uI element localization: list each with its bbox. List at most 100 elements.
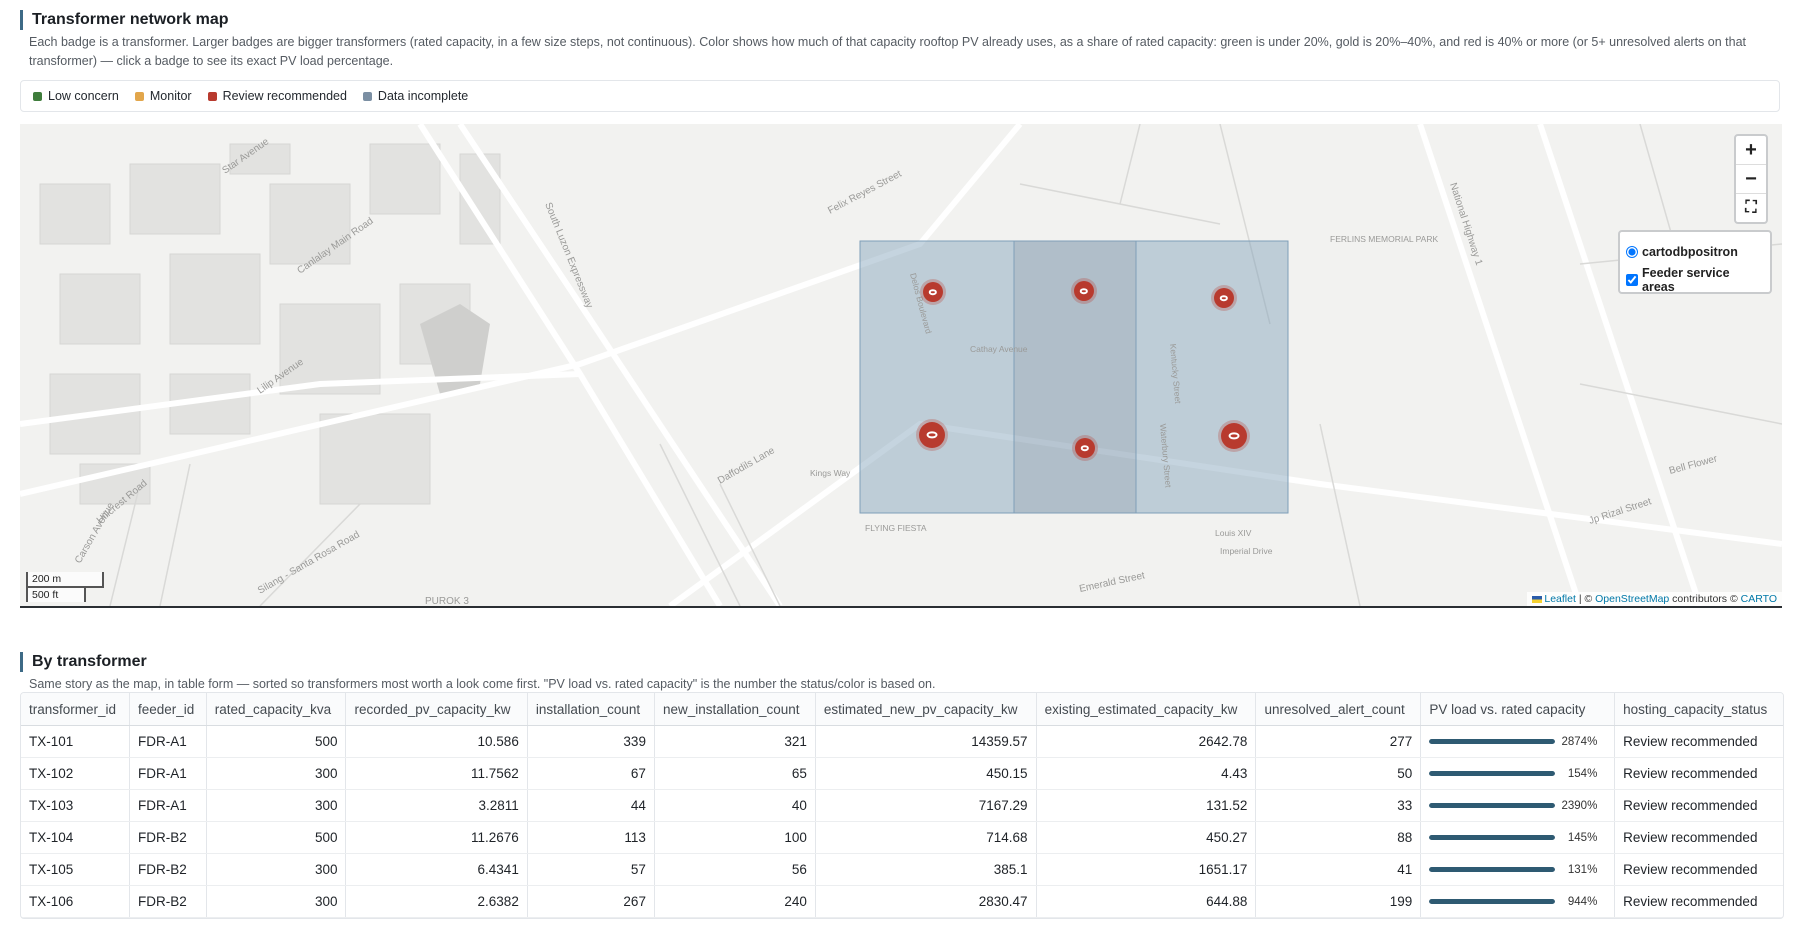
cell-recorded-pv-capacity-kw: 3.2811 [345,789,528,822]
cell-unresolved-alert-count: 33 [1255,789,1422,822]
pv-load-bar-fill [1429,803,1556,808]
transformer-marker-tx-106[interactable] [1221,423,1247,449]
map-section-description: Each badge is a transformer. Larger badg… [29,35,1747,68]
legend-label: Data incomplete [377,89,469,103]
legend-swatch [362,91,372,101]
table-row[interactable]: TX-102 FDR-A1 300 11.7562 67 65 450.15 4.43 50 15… [21,757,1783,790]
transformer-marker-tx-102[interactable] [1074,281,1094,301]
cell-hosting-capacity-status: Review recommended [1614,725,1783,758]
legend-item-monitor: Monitor [134,89,192,103]
cell-existing-estimated-capacity-kw: 450.27 [1036,821,1257,854]
legend-swatch [33,91,42,101]
feeder-area-a1-west[interactable] [859,240,1015,514]
cell-recorded-pv-capacity-kw: 10.586 [345,725,528,758]
cell-pv-load: 2390% [1420,789,1616,822]
pv-load-bar-fill [1429,867,1556,872]
cell-new-installation-count: 56 [654,853,816,886]
table-section-header: By transformer Same story as the map, in… [20,652,1782,694]
leaflet-link[interactable]: Leaflet [1544,593,1576,605]
street-label: Kings Way [810,468,851,478]
cell-hosting-capacity-status: Review recommended [1614,853,1783,886]
cell-installation-count: 67 [527,757,655,790]
cell-pv-load: 944% [1420,885,1616,918]
street-label: Louis XIV [1215,528,1252,538]
street-label: Emerald Street [1078,570,1146,595]
col-new-installation-count[interactable]: new_installation_count [654,693,816,726]
col-hosting-capacity-status[interactable]: hosting_capacity_status [1614,693,1783,726]
table-row[interactable]: TX-105 FDR-B2 300 6.4341 57 56 385.1 1651.17 41 1… [21,853,1783,886]
col-recorded-pv-capacity[interactable]: recorded_pv_capacity_kw [345,693,528,726]
overlay-layer-label: Feeder service areas [1642,266,1730,294]
osm-link[interactable]: OpenStreetMap [1595,593,1670,605]
feeder-areas-checkbox[interactable] [1626,274,1638,286]
col-installation-count[interactable]: installation_count [527,693,655,726]
ukraine-flag-icon [1532,595,1543,603]
transformer-marker-tx-101[interactable] [923,282,943,302]
cell-unresolved-alert-count: 199 [1255,885,1422,918]
col-rated-capacity[interactable]: rated_capacity_kva [206,693,347,726]
table-row[interactable]: TX-101 FDR-A1 500 10.586 339 321 14359.57 2642.… [21,725,1783,758]
transformer-map[interactable]: Felix Reyes Street South Luzon Expresswa… [20,124,1782,608]
scale-imperial: 500 ft [26,586,86,602]
cell-pv-load: 154% [1420,757,1616,790]
fullscreen-icon[interactable]: ⛶ [1745,199,1757,216]
cell-rated-capacity-kva: 500 [206,725,347,758]
pv-load-bar [1429,739,1556,744]
cell-pv-load: 2874% [1420,725,1616,758]
cell-hosting-capacity-status: Review recommended [1614,789,1783,822]
col-estimated-new-pv[interactable]: estimated_new_pv_capacity_kw [815,693,1037,726]
cell-existing-estimated-capacity-kw: 2642.78 [1036,725,1257,758]
map-section-title: Transformer network map [20,10,1782,30]
street-label: Silang - Santa Rosa Road [256,529,362,596]
pv-load-label: 2874% [1561,735,1598,748]
pv-load-label: 154% [1567,767,1598,780]
pv-load-label: 145% [1567,831,1598,844]
base-layer-radio[interactable] [1626,246,1638,258]
transformer-marker-tx-104[interactable] [919,422,945,448]
cell-estimated-new-pv-capacity-kw: 714.68 [815,821,1037,854]
col-pv-load[interactable]: PV load vs. rated capacity [1420,693,1616,726]
col-feeder-id[interactable]: feeder_id [129,693,207,726]
transformer-marker-tx-105[interactable] [1075,438,1095,458]
pv-load-bar-fill [1429,771,1556,776]
pv-load-bar [1429,803,1556,808]
cell-unresolved-alert-count: 41 [1255,853,1422,886]
pv-load-bar [1429,835,1556,840]
legend-label: Monitor [149,89,192,103]
carto-link[interactable]: CARTO [1740,593,1777,605]
cell-estimated-new-pv-capacity-kw: 14359.57 [815,725,1037,758]
pv-load-bar-fill [1429,739,1556,744]
street-label: Bell Flower [1668,453,1719,477]
cell-pv-load: 145% [1420,821,1616,854]
base-layer-option[interactable]: cartodbpositron [1626,238,1764,266]
table-section-title: By transformer [20,652,1782,672]
table-row[interactable]: TX-103 FDR-A1 300 3.2811 44 40 7167.29 131.52 33… [21,789,1783,822]
cell-new-installation-count: 65 [654,757,816,790]
cell-rated-capacity-kva: 300 [206,853,347,886]
overlay-layer-option[interactable]: Feeder service areas [1626,266,1764,294]
base-layer-label: cartodbpositron [1642,245,1738,259]
map-scale-bar: 200 m 500 ft [26,572,104,602]
feeder-area-b2[interactable] [1135,240,1289,514]
col-transformer-id[interactable]: transformer_id [21,693,130,726]
street-label: Daffodils Lane [716,445,777,487]
cell-recorded-pv-capacity-kw: 2.6382 [345,885,528,918]
layer-control: cartodbpositron Feeder service areas [1618,230,1772,294]
feeder-area-a1-center[interactable] [1013,240,1137,514]
zoom-out-button[interactable]: − [1736,165,1766,194]
cell-pv-load: 131% [1420,853,1616,886]
col-unresolved-alert-count[interactable]: unresolved_alert_count [1255,693,1422,726]
street-label: Felix Reyes Street [826,168,903,216]
transformer-marker-tx-103[interactable] [1214,288,1234,308]
status-legend: Low concern Monitor Review recommended D… [20,80,1780,112]
pv-load-bar-fill [1429,835,1556,840]
zoom-in-button[interactable]: + [1736,136,1766,165]
table-row[interactable]: TX-104 FDR-B2 500 11.2676 113 100 714.68 450.27… [21,821,1783,854]
attribution-contributors: contributors © [1669,593,1741,605]
pv-load-label: 131% [1567,863,1598,876]
col-existing-estimated-capacity[interactable]: existing_estimated_capacity_kw [1036,693,1257,726]
cell-new-installation-count: 321 [654,725,816,758]
cell-installation-count: 113 [527,821,655,854]
table-row[interactable]: TX-106 FDR-B2 300 2.6382 267 240 2830.47 644.88… [21,885,1783,918]
cell-transformer-id: TX-103 [21,789,130,822]
